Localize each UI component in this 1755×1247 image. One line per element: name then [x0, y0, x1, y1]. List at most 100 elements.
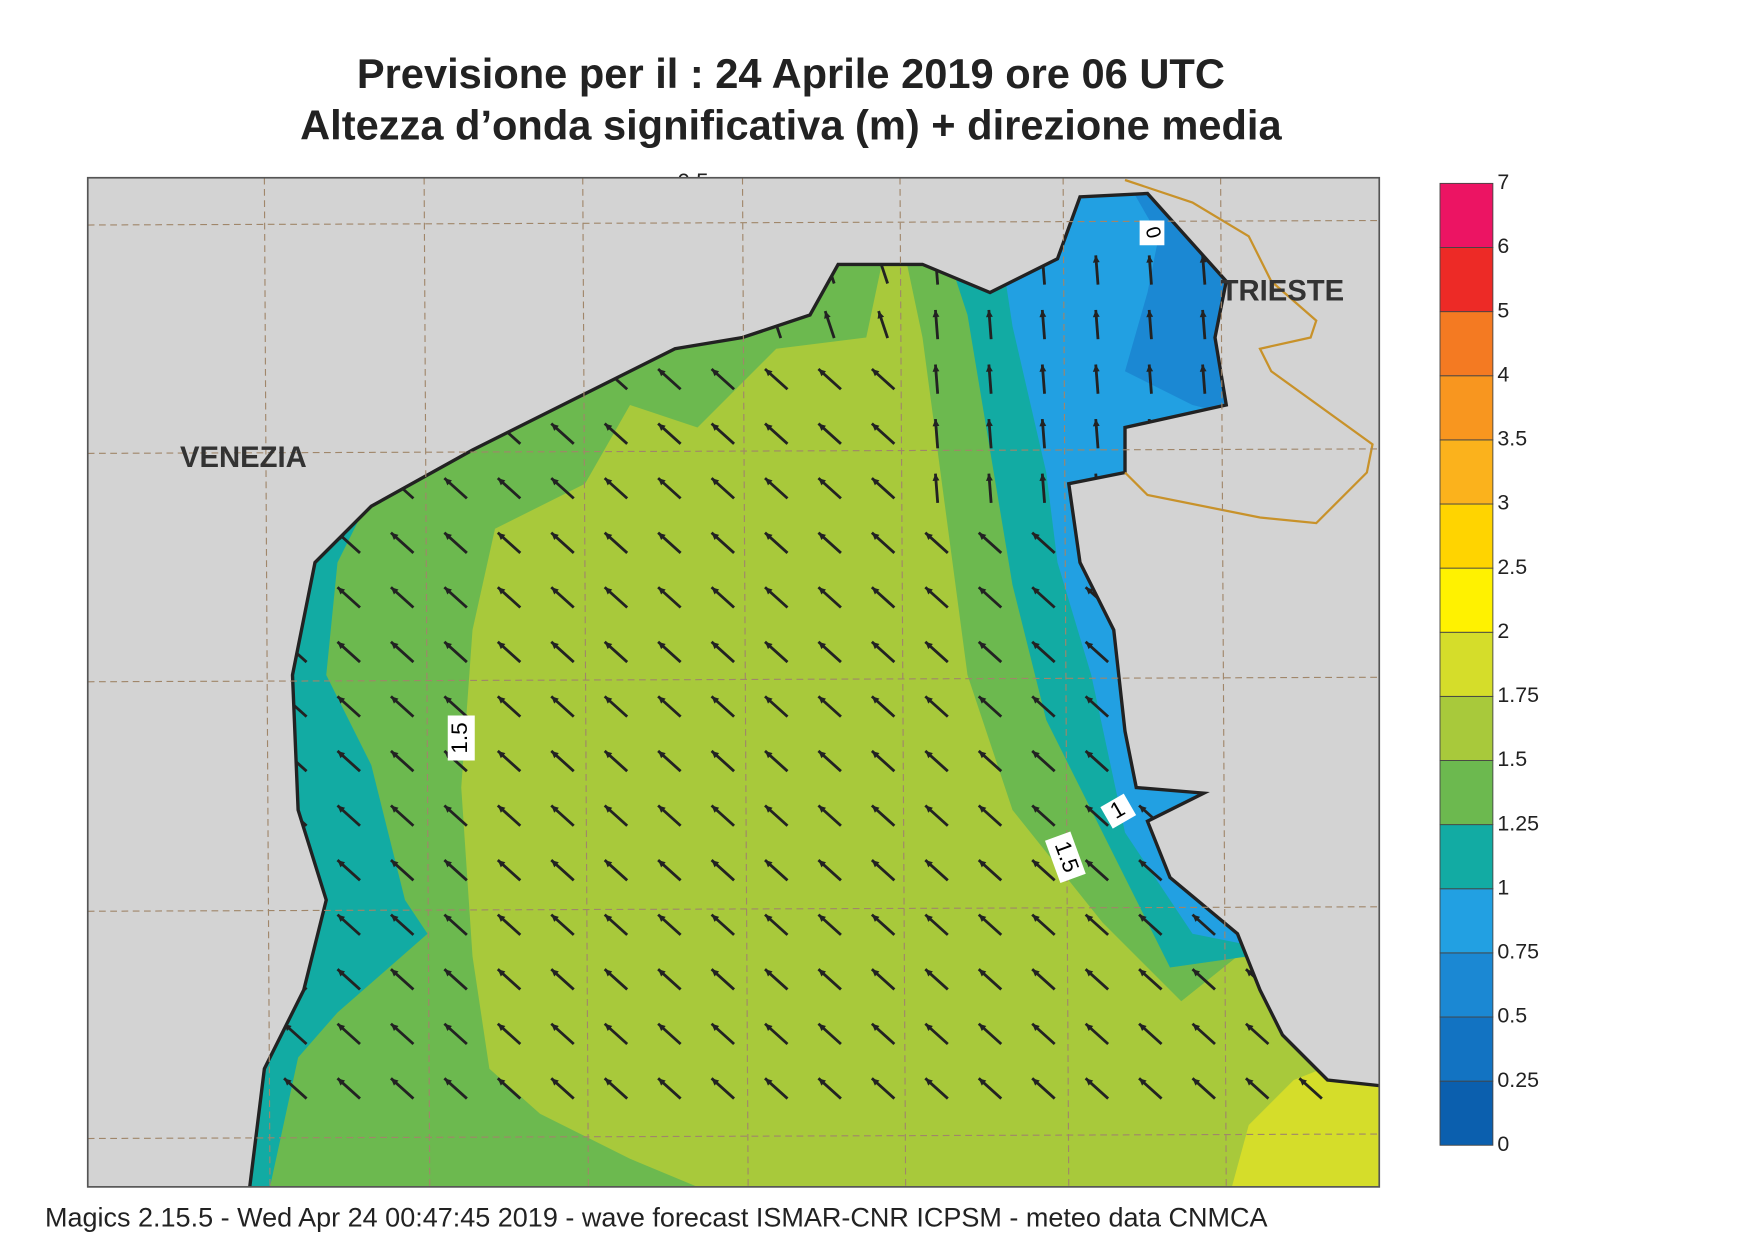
- arrow: [764, 1022, 789, 1046]
- arrow-head: [711, 369, 720, 377]
- arrow-head: [978, 696, 987, 704]
- arrow-head: [497, 1023, 506, 1032]
- arrow: [870, 531, 896, 554]
- arrow: [1191, 1022, 1216, 1046]
- arrow-head: [551, 641, 559, 650]
- arrow-head: [871, 478, 880, 486]
- arrow: [603, 804, 629, 827]
- map-frame: [86, 176, 1381, 1188]
- colorbar: 0 0.25 0.5 0.75 1 1.25 1.5 1.75 2 2.5 3 3.5 4 5 6 7: [1439, 170, 1539, 1156]
- arrow-head: [497, 914, 506, 922]
- arrow: [1031, 695, 1056, 718]
- arrow-head: [925, 641, 933, 650]
- arrow: [764, 586, 789, 609]
- arrow: [1138, 859, 1163, 882]
- arrow: [657, 531, 682, 554]
- title: Previsione per il : 24 Aprile 2019 ore 0…: [357, 50, 1225, 97]
- footer: Magics 2.15.5 - Wed Apr 24 00:47:45 2019…: [45, 1202, 1268, 1232]
- arrow: [710, 1077, 736, 1100]
- colorbar-box: [1439, 824, 1494, 890]
- colorbar-label: 1.25: [1497, 811, 1539, 835]
- arrow-head: [444, 914, 452, 922]
- arrow-head: [1085, 1078, 1094, 1086]
- arrow: [1039, 473, 1047, 503]
- arrow-head: [925, 805, 933, 813]
- arrow-head: [925, 1078, 933, 1086]
- arrow: [823, 310, 836, 339]
- arrow: [336, 913, 361, 936]
- arrow: [336, 749, 361, 773]
- arrow-head: [337, 914, 346, 922]
- arrow: [932, 473, 940, 503]
- arrow: [603, 859, 629, 882]
- arrow: [389, 749, 415, 773]
- parallel: [87, 906, 1380, 912]
- arrow-head: [1085, 860, 1094, 868]
- place-label: VENEZIA: [180, 442, 307, 474]
- arrow: [817, 968, 842, 991]
- arrow-head: [1085, 641, 1094, 650]
- arrow: [496, 477, 522, 500]
- arrow: [870, 749, 896, 773]
- arrow-head: [658, 1023, 666, 1032]
- arrow: [1031, 531, 1056, 554]
- arrow-head: [711, 914, 720, 922]
- arrow-head: [604, 750, 613, 759]
- arrow-head: [978, 969, 987, 977]
- arrow: [817, 367, 842, 391]
- arrow-head: [871, 369, 880, 377]
- arrow: [710, 586, 736, 609]
- arrow: [496, 695, 522, 718]
- arrow-head: [390, 969, 399, 977]
- arrow-head: [1192, 969, 1201, 977]
- arrow-head: [337, 750, 346, 759]
- arrow: [1084, 804, 1110, 827]
- arrow-head: [986, 419, 993, 427]
- arrow: [443, 859, 468, 882]
- arrow-head: [711, 860, 720, 868]
- arrow-head: [986, 473, 993, 481]
- arrow-head: [765, 696, 773, 704]
- arrow: [550, 695, 575, 718]
- colorbar-label: 1: [1497, 875, 1509, 899]
- arrow-head: [497, 696, 506, 704]
- arrow-head: [390, 805, 399, 813]
- arrow-head: [871, 805, 880, 813]
- arrow-head: [1032, 1023, 1040, 1032]
- arrow-head: [604, 532, 613, 540]
- colorbar-label: 5: [1497, 298, 1509, 322]
- arrow: [764, 695, 789, 718]
- arrow-head: [337, 1078, 346, 1086]
- arrow-head: [337, 805, 346, 813]
- arrow: [710, 640, 736, 664]
- arrow: [924, 586, 949, 609]
- arrow: [710, 859, 736, 882]
- arrow: [924, 913, 949, 936]
- arrow: [817, 586, 842, 609]
- arrow: [870, 586, 896, 609]
- arrow-head: [1146, 364, 1154, 372]
- arrow: [870, 1022, 896, 1046]
- arrow: [924, 531, 949, 554]
- arrow-head: [1032, 587, 1040, 595]
- arrow-head: [658, 969, 666, 977]
- arrow-head: [444, 641, 452, 650]
- colorbar-label: 6: [1497, 234, 1509, 258]
- arrow: [550, 1022, 575, 1046]
- arrow-head: [1199, 364, 1207, 372]
- arrow-head: [337, 860, 346, 868]
- arrow: [657, 367, 682, 391]
- arrow-head: [497, 750, 506, 759]
- arrow: [1138, 1077, 1163, 1100]
- arrow-head: [978, 587, 987, 595]
- arrow-head: [711, 641, 720, 650]
- arrow-head: [551, 860, 559, 868]
- arrow: [657, 913, 682, 936]
- arrow-head: [765, 860, 773, 868]
- label-bg: [447, 715, 475, 761]
- arrow: [1084, 859, 1110, 882]
- arrow-head: [658, 696, 666, 704]
- arrow-head: [925, 914, 933, 922]
- arrow: [817, 913, 842, 936]
- arrow-head: [765, 478, 773, 486]
